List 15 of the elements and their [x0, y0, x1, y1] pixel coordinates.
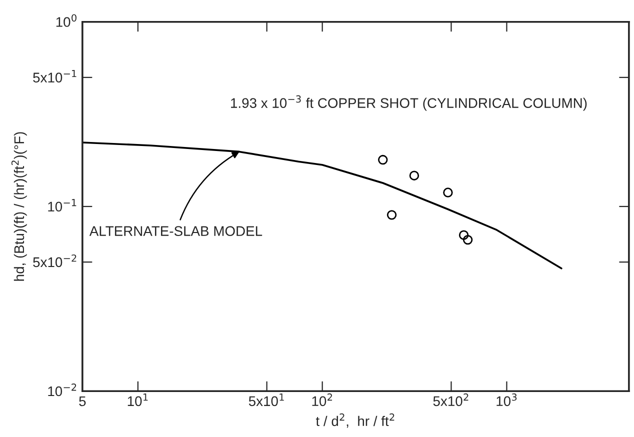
x-tick-label: 5x10$^{1}$	[248, 394, 284, 406]
y-tick-label: 10$^{0}$	[56, 14, 76, 27]
y-tick-label: 5x10$^{−2}$	[33, 254, 76, 268]
y-axis-title: hd, (Btu)(ft) / (hr)(ft$^{2}$)(°F)	[11, 132, 27, 281]
x-tick-label: 10$^{1}$	[128, 394, 148, 406]
x-tick-label: 5	[79, 396, 86, 406]
y-tick-label: 10$^{−1}$	[48, 199, 76, 212]
y-tick-label: 5x10$^{−1}$	[33, 70, 76, 83]
y-tick-label: 10$^{−2}$	[48, 384, 76, 396]
annotation: 1.93 x 10$^{−3}$ ft COPPER SHOT (CYLINDRICAL COLUMN)	[231, 95, 587, 111]
x-tick-label: 5x10$^{2}$	[433, 393, 468, 406]
x-tick-label: 10$^{2}$	[312, 393, 332, 406]
x-axis-title: t / d$^{2}$, hr / ft$^{2}$	[316, 413, 394, 428]
annotation: ALTERNATE-SLAB MODEL	[89, 226, 262, 236]
x-tick-label: 10$^{3}$	[496, 393, 517, 406]
